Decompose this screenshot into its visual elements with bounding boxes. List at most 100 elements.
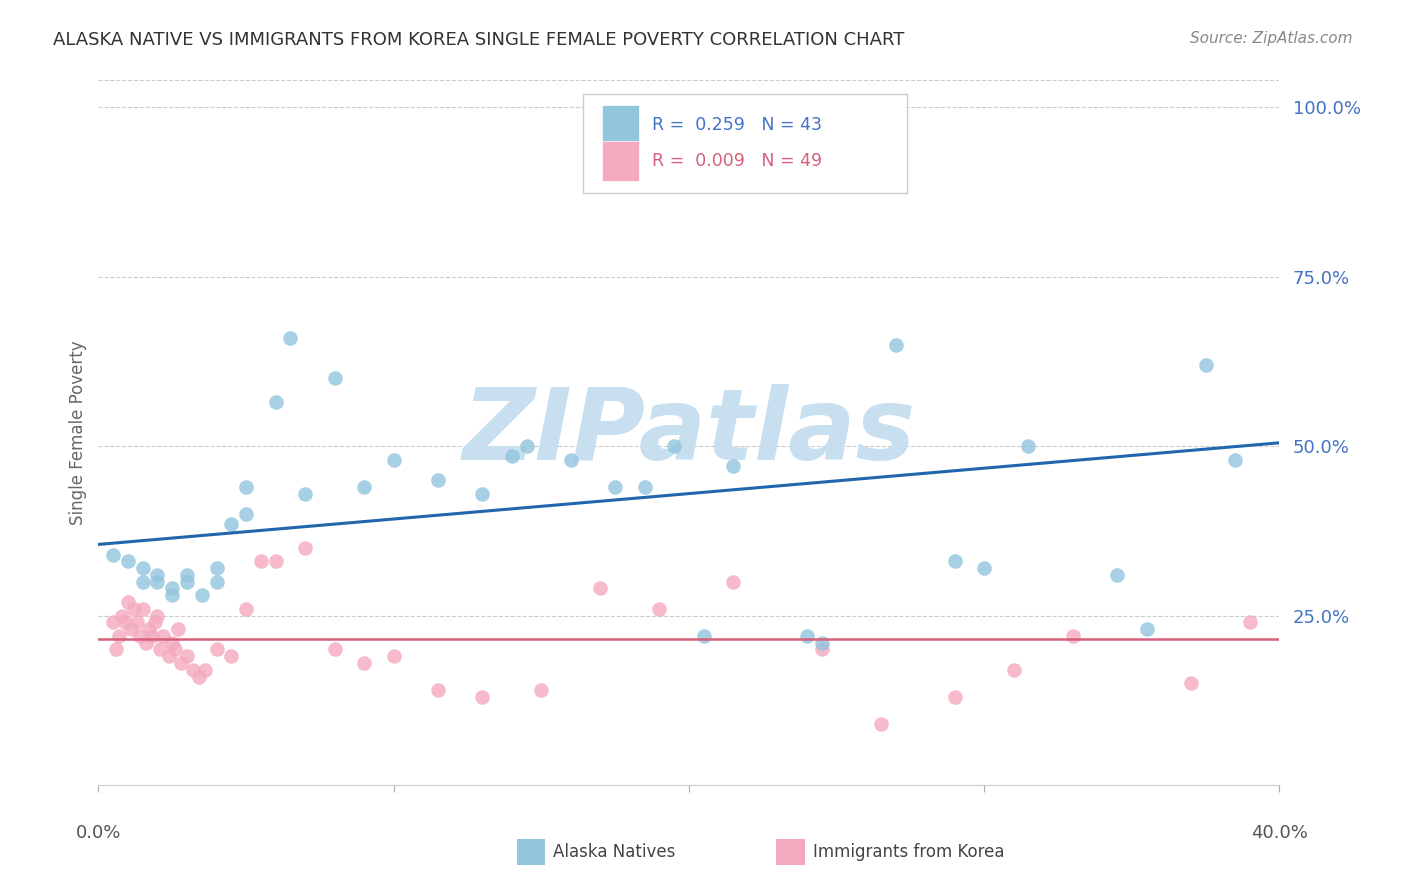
Point: [205, 642, 228, 657]
Point: [149, 642, 172, 657]
Point: [973, 561, 995, 575]
Text: Alaska Natives: Alaska Natives: [553, 843, 675, 861]
Point: [841, 107, 863, 121]
Point: [205, 561, 228, 575]
Point: [560, 452, 582, 467]
Text: R =  0.009   N = 49: R = 0.009 N = 49: [652, 153, 823, 170]
Point: [353, 480, 375, 494]
Point: [146, 568, 169, 582]
Point: [1107, 568, 1129, 582]
Text: Immigrants from Korea: Immigrants from Korea: [813, 843, 1004, 861]
Point: [235, 507, 257, 521]
Point: [796, 629, 818, 643]
Point: [235, 601, 257, 615]
FancyBboxPatch shape: [516, 839, 546, 865]
Point: [382, 452, 405, 467]
Point: [605, 480, 627, 494]
Point: [138, 622, 160, 636]
Point: [943, 554, 966, 568]
Point: [1002, 663, 1025, 677]
Point: [103, 615, 125, 630]
Point: [176, 649, 198, 664]
FancyBboxPatch shape: [602, 141, 640, 181]
Point: [167, 622, 190, 636]
Point: [723, 459, 745, 474]
Point: [170, 656, 193, 670]
Point: [870, 717, 893, 731]
Point: [187, 669, 209, 683]
Point: [382, 649, 405, 664]
Point: [111, 608, 134, 623]
Point: [1018, 439, 1040, 453]
Point: [132, 561, 155, 575]
Point: [132, 601, 155, 615]
Point: [1195, 358, 1218, 372]
Point: [125, 615, 148, 630]
Point: [943, 690, 966, 704]
Point: [264, 554, 287, 568]
Point: [157, 649, 180, 664]
Point: [162, 588, 183, 602]
Point: [117, 554, 139, 568]
Point: [162, 582, 183, 596]
Point: [294, 541, 316, 555]
Point: [122, 601, 145, 615]
Point: [589, 582, 612, 596]
FancyBboxPatch shape: [776, 839, 804, 865]
Point: [181, 663, 204, 677]
Point: [427, 683, 450, 698]
Point: [191, 588, 214, 602]
Point: [194, 663, 217, 677]
Point: [810, 635, 832, 649]
Point: [135, 635, 157, 649]
Point: [1062, 629, 1084, 643]
Point: [103, 548, 125, 562]
Point: [1180, 676, 1202, 690]
Point: [141, 629, 163, 643]
Point: [146, 574, 169, 589]
Point: [205, 574, 228, 589]
Point: [264, 395, 287, 409]
Point: [1239, 615, 1261, 630]
Text: 40.0%: 40.0%: [1251, 824, 1308, 842]
Point: [294, 486, 316, 500]
Point: [353, 656, 375, 670]
Point: [105, 642, 128, 657]
Point: [427, 473, 450, 487]
FancyBboxPatch shape: [602, 104, 640, 145]
Point: [501, 450, 523, 464]
Point: [693, 629, 716, 643]
Point: [108, 629, 131, 643]
Point: [648, 601, 671, 615]
Point: [221, 649, 243, 664]
Point: [1225, 452, 1247, 467]
Point: [162, 635, 183, 649]
Point: [1136, 622, 1159, 636]
Text: ZIPatlas: ZIPatlas: [463, 384, 915, 481]
Text: ALASKA NATIVE VS IMMIGRANTS FROM KOREA SINGLE FEMALE POVERTY CORRELATION CHART: ALASKA NATIVE VS IMMIGRANTS FROM KOREA S…: [53, 31, 905, 49]
Point: [471, 690, 494, 704]
Y-axis label: Single Female Poverty: Single Female Poverty: [69, 341, 87, 524]
Point: [323, 371, 346, 385]
Point: [221, 517, 243, 532]
Point: [176, 574, 198, 589]
Point: [120, 622, 142, 636]
Point: [117, 595, 139, 609]
Point: [152, 629, 174, 643]
Point: [235, 480, 257, 494]
Point: [280, 331, 302, 345]
Point: [146, 608, 169, 623]
Point: [516, 439, 538, 453]
Point: [664, 439, 686, 453]
Point: [723, 574, 745, 589]
Point: [250, 554, 273, 568]
Point: [634, 480, 657, 494]
Point: [128, 629, 150, 643]
Point: [165, 642, 187, 657]
Text: R =  0.259   N = 43: R = 0.259 N = 43: [652, 116, 823, 134]
Point: [176, 568, 198, 582]
FancyBboxPatch shape: [582, 95, 907, 193]
Point: [323, 642, 346, 657]
Point: [884, 337, 907, 351]
Point: [810, 642, 832, 657]
